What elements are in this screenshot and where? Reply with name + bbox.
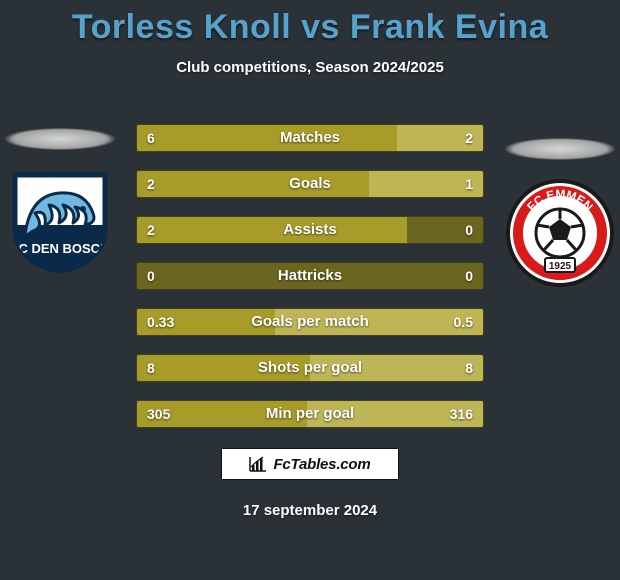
stat-bar-left [137,125,397,151]
club-crest-left: FC DEN BOSCH [5,165,115,275]
stat-row: Hattricks0 0 [136,262,484,290]
stat-row: Goals21 [136,170,484,198]
stat-row: Min per goal305316 [136,400,484,428]
den-bosch-crest-icon: FC DEN BOSCH [5,165,115,275]
page-title: Torless Knoll vs Frank Evina [0,0,620,47]
stat-row: Matches62 [136,124,484,152]
stat-bar-right [369,171,483,197]
footer-brand[interactable]: FcTables.com [221,448,399,480]
stat-bar-left [137,217,407,243]
date-label: 17 september 2024 [0,502,620,519]
club-crest-right: FC EMMEN 1925 [505,178,615,288]
stat-value-left: 0 [137,263,165,289]
stat-row: Assists20 [136,216,484,244]
stat-bar-right [275,309,483,335]
stat-value-right: 0 [455,217,483,243]
stat-label: Hattricks [137,263,483,289]
stat-bar-right [397,125,484,151]
stat-bar-right [310,355,483,381]
player-photo-placeholder-right [505,138,615,160]
subtitle: Club competitions, Season 2024/2025 [0,59,620,76]
stat-row: Goals per match0.330.5 [136,308,484,336]
stat-value-right: 0 [455,263,483,289]
footer-brand-text: FcTables.com [273,456,370,473]
club-right-year: 1925 [549,261,572,272]
stat-bar-right [307,401,483,427]
bar-chart-icon [249,456,267,472]
player-photo-placeholder-left [5,128,115,150]
svg-text:FC DEN BOSCH: FC DEN BOSCH [11,241,110,256]
stat-bar-left [137,171,369,197]
stat-bar-left [137,309,275,335]
emmen-crest-icon: FC EMMEN 1925 [505,178,615,288]
stats-bars: Matches62Goals21Assists20Hattricks00Goal… [136,124,484,446]
stat-bar-left [137,355,310,381]
stat-row: Shots per goal88 [136,354,484,382]
stat-bar-left [137,401,307,427]
